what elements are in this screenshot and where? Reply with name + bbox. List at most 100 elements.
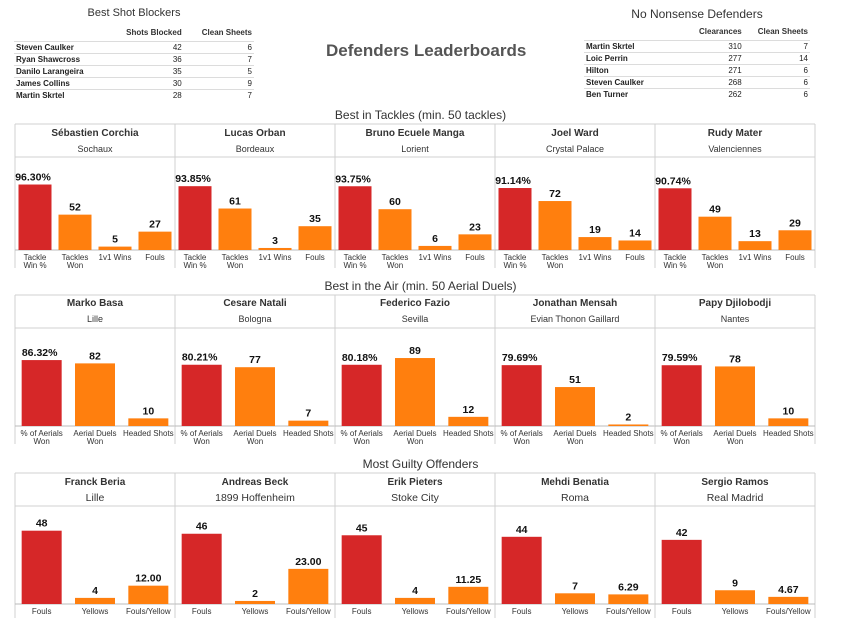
bar-of-aerials-won [341, 364, 382, 426]
category-label: Headed Shots [123, 429, 174, 438]
club-name: Nantes [721, 314, 750, 324]
bar-yellows [555, 593, 595, 604]
data-label: 5 [112, 234, 118, 246]
category-label: Won [547, 261, 563, 270]
bar-fouls-yellow [768, 596, 809, 604]
player-name: Erik Pieters [387, 477, 442, 488]
data-label: 79.69% [502, 352, 538, 364]
category-label: Fouls [465, 253, 485, 262]
category-label: Fouls/Yellow [446, 607, 491, 616]
category-label: Won [407, 437, 423, 446]
section-title-air: Best in the Air (min. 50 Aerial Duels) [324, 279, 517, 293]
bar-tackle-win [658, 188, 692, 250]
clearances: 268 [672, 76, 744, 89]
bar-tackles-won [58, 214, 92, 250]
category-label: Won [227, 261, 243, 270]
category-label: Headed Shots [603, 429, 654, 438]
category-label: Headed Shots [763, 429, 814, 438]
data-label: 2 [252, 588, 258, 600]
bar-tackle-win [18, 184, 52, 250]
bar-aerial-duels-won [715, 366, 755, 426]
category-label: Tackle [664, 253, 687, 262]
bar-fouls [138, 231, 172, 250]
player-name: Steven Caulker [584, 76, 673, 89]
section-title-offenders: Most Guilty Offenders [362, 457, 479, 471]
category-label: % of Aerials [501, 429, 543, 438]
data-label: 93.85% [175, 173, 211, 185]
player-name: Cesare Natali [223, 298, 287, 309]
club-name: Lille [87, 314, 103, 324]
table-row: Martin Skrtel 310 7 [584, 40, 810, 53]
club-name: 1899 Hoffenheim [215, 492, 295, 504]
data-label: 77 [249, 354, 261, 366]
shots-blocked: 30 [103, 77, 184, 90]
category-label: Fouls [625, 253, 645, 262]
table-row: Danilo Larangeira 35 5 [14, 65, 254, 78]
player-name: Lucas Orban [224, 128, 285, 139]
table-row: Steven Caulker 42 6 [14, 41, 254, 54]
player-name: Ryan Shawcross [14, 53, 104, 66]
category-label: % of Aerials [661, 429, 703, 438]
data-label: 19 [589, 224, 601, 236]
data-label: 35 [309, 213, 321, 225]
category-label: Won [67, 261, 83, 270]
club-name: Sochaux [77, 144, 113, 154]
category-label: Won [387, 261, 403, 270]
category-label: Headed Shots [283, 429, 334, 438]
data-label: 2 [625, 411, 631, 423]
data-label: 6.29 [618, 581, 639, 593]
bar-tackle-win [178, 186, 212, 250]
category-label: Win % [343, 261, 366, 270]
club-name: Lorient [401, 144, 429, 154]
data-label: 10 [142, 405, 154, 417]
clean-sheets: 7 [183, 53, 254, 66]
club-name: Valenciennes [708, 144, 762, 154]
data-label: 82 [89, 350, 101, 362]
data-label: 46 [196, 521, 208, 533]
bar-1v1-wins [418, 245, 452, 250]
data-label: 7 [305, 408, 311, 420]
category-label: Tackles [702, 253, 729, 262]
bar-aerial-duels-won [235, 367, 275, 426]
category-label: Aerial Duels [393, 429, 436, 438]
clearances: 310 [672, 40, 744, 53]
category-label: Tackles [382, 253, 409, 262]
category-label: Fouls [305, 253, 325, 262]
blockers-col-0: Shots Blocked [126, 28, 182, 37]
data-label: 11.25 [455, 574, 481, 586]
nonsense-col-1: Clean Sheets [757, 27, 808, 36]
data-label: 90.74% [655, 175, 691, 187]
data-label: 45 [356, 522, 368, 534]
club-name: Bologna [238, 314, 271, 324]
clean-sheets: 6 [743, 76, 810, 89]
category-label: Won [247, 437, 263, 446]
category-label: Yellows [722, 607, 749, 616]
category-label: Won [707, 261, 723, 270]
shots-blocked: 28 [103, 89, 184, 101]
bar-aerial-duels-won [395, 358, 435, 426]
player-name: Jonathan Mensah [533, 298, 617, 309]
bar-fouls [181, 533, 222, 604]
table-row: James Collins 30 9 [14, 77, 254, 90]
player-name: Rudy Mater [708, 128, 763, 139]
category-label: Fouls [192, 607, 212, 616]
player-name: Bruno Ecuele Manga [366, 128, 465, 139]
category-label: Fouls [785, 253, 805, 262]
bar-aerial-duels-won [75, 363, 115, 426]
player-name: Marko Basa [67, 298, 124, 309]
category-label: Fouls [145, 253, 165, 262]
category-label: Win % [23, 261, 46, 270]
blockers-title: Best Shot Blockers [87, 7, 181, 19]
bar-fouls [618, 240, 652, 250]
player-name: Sergio Ramos [701, 477, 769, 488]
data-label: 13 [749, 228, 761, 240]
bar-tackles-won [698, 216, 732, 250]
club-name: Roma [561, 492, 589, 504]
data-label: 89 [409, 345, 421, 357]
player-name: Joel Ward [551, 128, 598, 139]
data-label: 44 [516, 524, 528, 536]
category-label: Fouls [512, 607, 532, 616]
bar-yellows [75, 597, 115, 604]
